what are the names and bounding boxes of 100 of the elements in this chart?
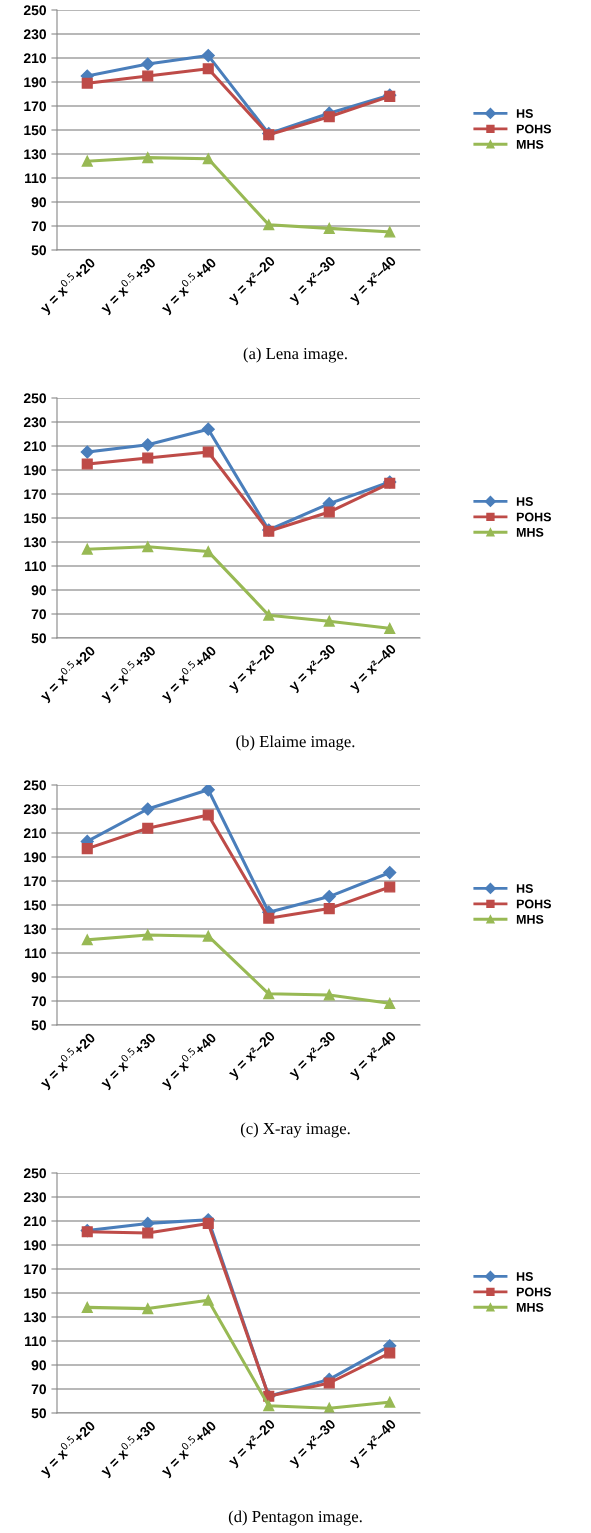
point [263, 988, 275, 1000]
y-tick-label: 90 [31, 585, 47, 596]
legend-label: MHS [516, 527, 544, 537]
legend-label: POHS [516, 512, 551, 522]
point [81, 934, 93, 946]
point [263, 1400, 275, 1412]
point [384, 622, 396, 634]
point [142, 152, 154, 164]
x-tick-label: y = x$^{0.5}$+40 [158, 643, 219, 704]
legend-label: HS [516, 109, 533, 118]
point [142, 541, 154, 553]
y-tick-label: 230 [23, 29, 47, 40]
y-tick-label: 50 [31, 1408, 47, 1419]
y-tick-label: 230 [23, 417, 47, 428]
y-tick-label: 70 [31, 221, 47, 232]
y-tick-label: 90 [31, 197, 47, 208]
y-tick-label: 110 [25, 948, 47, 959]
x-tick-label: y = x$^{0.5}$+40 [158, 1030, 219, 1091]
text: (d) Pentagon image. [228, 1510, 362, 1526]
point [141, 802, 155, 816]
legend-label: POHS [516, 1287, 551, 1297]
point [323, 903, 335, 915]
y-tick-label: 190 [24, 1240, 47, 1251]
point [81, 155, 93, 167]
x-tick-label: y = x$^{0.5}$+30 [97, 255, 159, 316]
y-tick-label: 210 [23, 53, 47, 64]
point [263, 609, 275, 621]
point [141, 1216, 155, 1230]
point [323, 222, 335, 234]
point [323, 111, 335, 123]
point [81, 458, 93, 470]
point [384, 881, 396, 893]
x-tick-label: y = x$^{0.5}$+40 [158, 255, 219, 316]
x-tick-label: y = x$^{0.5}$+30 [97, 643, 159, 704]
y-tick-label: 250 [23, 1168, 47, 1179]
point [142, 452, 154, 464]
y-tick-label: 70 [31, 609, 47, 620]
point [142, 929, 154, 941]
point [202, 1217, 214, 1229]
point [384, 1396, 396, 1408]
point [323, 615, 335, 627]
y-tick-label: 250 [23, 5, 47, 16]
x-tick-label: y = x$^{0.5}$+20 [37, 1030, 98, 1091]
y-tick-label: 210 [23, 828, 47, 839]
text: (c) X-ray image. [240, 1122, 350, 1138]
y-tick-label: 70 [31, 1384, 47, 1395]
y-tick-label: 150 [24, 125, 47, 136]
point [384, 1347, 396, 1359]
point [384, 997, 396, 1009]
y-tick-label: 70 [31, 996, 47, 1007]
point [202, 930, 214, 942]
y-tick-label: 130 [24, 924, 47, 935]
point [384, 226, 396, 238]
y-tick-label: 110 [25, 1336, 47, 1347]
legend-label: POHS [516, 899, 551, 909]
point [201, 49, 215, 63]
point [142, 822, 154, 834]
x-tick-label: y = x$^{0.5}$+40 [158, 1418, 219, 1479]
y-tick-label: 150 [24, 513, 47, 524]
point [322, 890, 336, 904]
y-tick-label: 230 [23, 804, 47, 815]
y-tick-label: 190 [24, 77, 47, 88]
point [383, 866, 397, 880]
point [202, 546, 214, 558]
x-tick-label: y = x$^{0.5}$+30 [97, 1418, 159, 1479]
legend-label: MHS [516, 139, 544, 149]
y-tick-label: 170 [24, 1264, 47, 1275]
y-tick-label: 150 [24, 1288, 47, 1299]
point [141, 438, 155, 452]
y-tick-label: 90 [31, 972, 47, 983]
point [81, 77, 93, 89]
y-tick-label: 50 [31, 1020, 47, 1031]
y-tick-label: 110 [25, 561, 47, 572]
legend-label: MHS [516, 914, 544, 924]
point [323, 989, 335, 1001]
point [202, 809, 214, 821]
x-tick-label: y = x$^{0.5}$+20 [37, 643, 98, 704]
point [202, 63, 214, 75]
point [201, 422, 215, 436]
point [263, 219, 275, 231]
y-tick-label: 130 [24, 537, 47, 548]
point [202, 153, 214, 165]
y-tick-label: 250 [23, 780, 47, 791]
point [81, 1301, 93, 1313]
point [201, 785, 215, 797]
point [202, 1294, 214, 1306]
point [81, 843, 93, 855]
x-tick-label: y = x$^{0.5}$+20 [37, 1418, 98, 1479]
point [142, 1303, 154, 1315]
text: (b) Elaime image. [236, 735, 355, 751]
point [80, 445, 94, 459]
legend-label: HS [516, 1272, 533, 1281]
y-tick-label: 210 [23, 441, 47, 452]
y-tick-label: 190 [24, 465, 47, 476]
point [263, 912, 275, 924]
y-tick-label: 50 [31, 245, 47, 256]
x-tick-label: y = x$^{0.5}$+20 [37, 255, 98, 316]
point [142, 70, 154, 82]
point [323, 506, 335, 518]
point [323, 1377, 335, 1389]
